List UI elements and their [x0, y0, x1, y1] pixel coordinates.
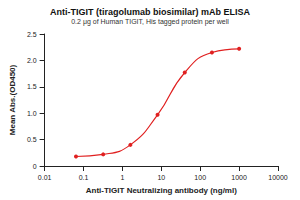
- svg-text:1.5: 1.5: [27, 83, 37, 90]
- svg-text:0.2 μg of Human TIGIT, His tag: 0.2 μg of Human TIGIT, His tagged protei…: [71, 18, 229, 26]
- svg-text:2.5: 2.5: [27, 31, 37, 38]
- svg-text:100: 100: [194, 174, 206, 181]
- svg-text:1: 1: [120, 174, 124, 181]
- svg-text:0.1: 0.1: [79, 174, 89, 181]
- svg-text:1000: 1000: [231, 174, 247, 181]
- svg-text:0: 0: [33, 163, 37, 170]
- svg-text:0.01: 0.01: [38, 174, 52, 181]
- svg-text:0.5: 0.5: [27, 136, 37, 143]
- svg-text:Mean Abs.(OD450): Mean Abs.(OD450): [8, 64, 17, 135]
- svg-text:1.0: 1.0: [27, 110, 37, 117]
- svg-text:Anti-TIGIT Neutralizing antibo: Anti-TIGIT Neutralizing antibody (ng/ml): [86, 186, 237, 195]
- svg-text:10000: 10000: [268, 174, 288, 181]
- svg-text:2.0: 2.0: [27, 57, 37, 64]
- svg-text:10: 10: [157, 174, 165, 181]
- svg-text:Anti-TIGIT (tiragolumab biosim: Anti-TIGIT (tiragolumab biosimilar) mAb …: [50, 7, 251, 17]
